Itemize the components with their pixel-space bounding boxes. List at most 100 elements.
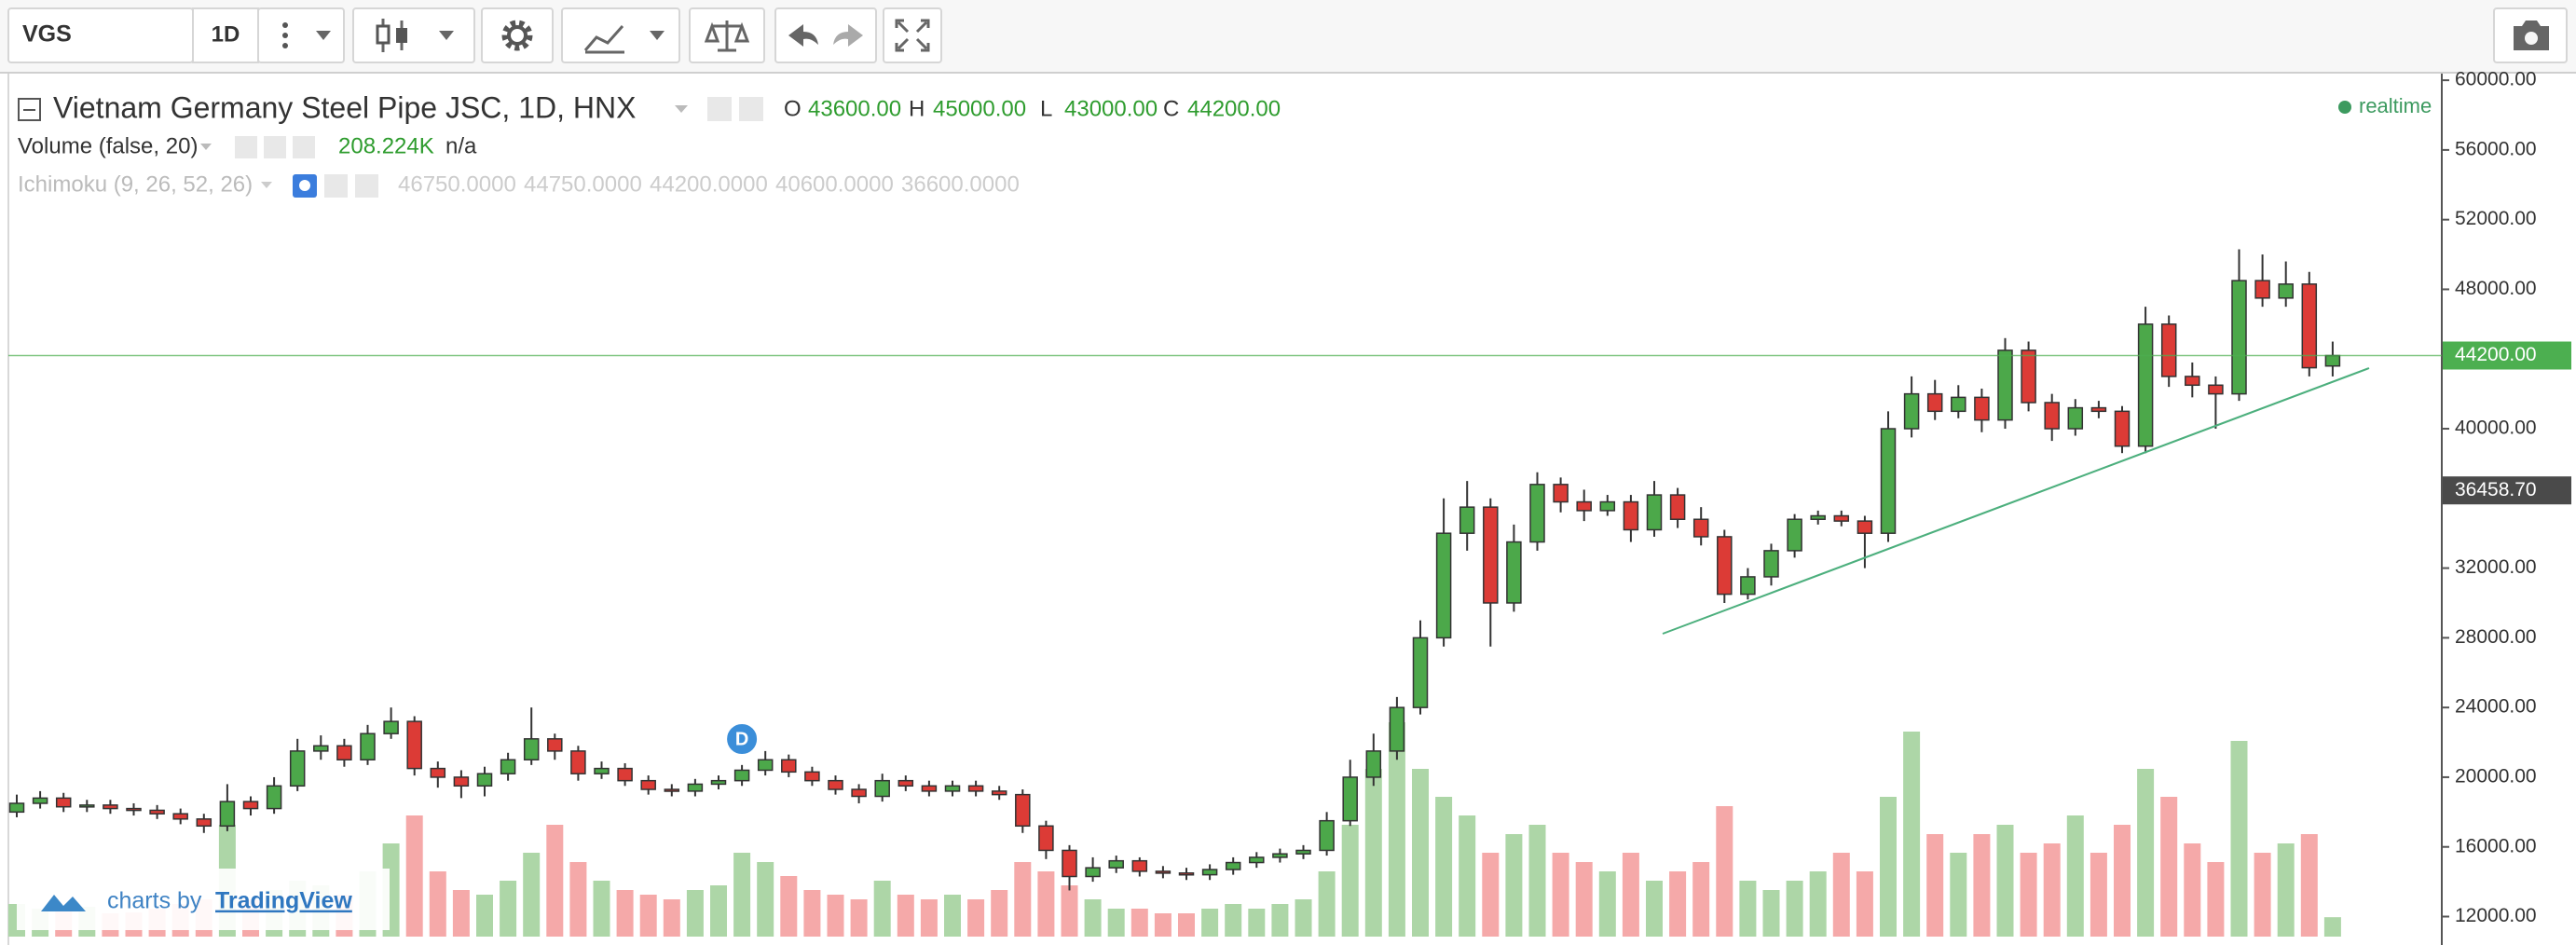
candle-body xyxy=(617,767,633,782)
dropdown-arrow xyxy=(316,31,331,40)
volume-bar xyxy=(827,895,844,937)
volume-bar xyxy=(500,881,517,937)
settings-icon[interactable] xyxy=(324,174,348,198)
candle-body xyxy=(2114,410,2131,447)
candle-body xyxy=(500,759,516,774)
volume-bar xyxy=(546,825,564,937)
fullscreen-button[interactable] xyxy=(883,7,942,63)
ichimoku-value: 36600.0000 xyxy=(901,171,1020,197)
camera-icon xyxy=(2525,32,2538,45)
candle-body xyxy=(1623,500,1639,531)
volume-bar xyxy=(1107,909,1125,937)
ohlc-value: 45000.00 xyxy=(933,96,1026,121)
volume-bar xyxy=(2090,853,2107,937)
volume-bar xyxy=(1950,853,1967,937)
candle-body xyxy=(2067,406,2084,430)
settings-icon[interactable] xyxy=(264,136,286,158)
ohlc-legend: O 43600.00 H 45000.00 L 43000.00 C 44200.00 xyxy=(784,96,1281,121)
chart-style-button[interactable] xyxy=(352,7,475,63)
remove-icon[interactable] xyxy=(293,136,315,158)
indicators-button[interactable] xyxy=(561,7,680,63)
candle-body xyxy=(196,818,212,828)
collapse-box[interactable] xyxy=(18,98,41,121)
redo-icon[interactable] xyxy=(833,24,863,47)
candle-body xyxy=(1389,706,1405,752)
candle-body xyxy=(1974,396,1990,421)
volume-bar xyxy=(429,871,446,937)
candle-body xyxy=(1669,494,1686,520)
volume-value: 208.224K xyxy=(338,133,434,158)
watermark-brand[interactable]: TradingView xyxy=(215,888,352,914)
candle-body xyxy=(219,801,236,828)
candle-body xyxy=(1483,506,1499,604)
candle-body xyxy=(897,779,914,788)
volume-bar xyxy=(1271,904,1289,937)
undo-icon[interactable] xyxy=(788,24,818,47)
undo-redo[interactable] xyxy=(774,7,877,63)
volume-extra: n/a xyxy=(445,133,477,158)
candle-body xyxy=(2278,283,2294,299)
candle-body xyxy=(2044,402,2060,430)
volume-bar xyxy=(1341,825,1359,937)
volume-bar xyxy=(873,881,891,937)
candle-body xyxy=(874,779,890,798)
candle-body xyxy=(1763,550,1779,578)
candle-body xyxy=(1249,856,1265,864)
gear-icon xyxy=(507,25,528,46)
volume-bar xyxy=(1364,769,1382,937)
y-tick-label: 28000.00 xyxy=(2455,626,2537,648)
volume-bar xyxy=(1248,909,1266,937)
candle-body xyxy=(2185,376,2200,387)
volume-bar xyxy=(1225,904,1242,937)
ohlc-value: 43600.00 xyxy=(808,96,901,121)
candle-body xyxy=(1880,428,1897,534)
ichimoku-values: 46750.0000 44750.0000 44200.0000 40600.0000… xyxy=(398,171,1020,197)
candle-body xyxy=(55,797,72,808)
volume-bar xyxy=(1926,834,1944,937)
candle-body xyxy=(1599,500,1616,512)
candle-body xyxy=(2137,323,2154,447)
status: realtime xyxy=(2359,94,2432,117)
candle-body xyxy=(313,745,329,752)
symbol[interactable]: VGS xyxy=(22,21,72,48)
interval-menu[interactable] xyxy=(257,7,345,63)
volume-bar xyxy=(1622,853,1639,937)
interval-button[interactable] xyxy=(192,7,259,63)
candle-body xyxy=(32,797,48,804)
y-tick-label: 52000.00 xyxy=(2455,208,2537,229)
candle-body xyxy=(1201,869,1218,876)
volume-bar xyxy=(1575,862,1593,937)
candle-body xyxy=(1459,506,1475,534)
candle-body xyxy=(570,750,586,774)
volume-bar xyxy=(733,853,751,937)
visibility-icon[interactable] xyxy=(235,136,257,158)
volume-bar xyxy=(991,890,1008,937)
ohlc-key: C xyxy=(1163,96,1179,121)
volume-bar xyxy=(663,899,680,937)
volume-bar xyxy=(1903,732,1921,937)
interval[interactable]: 1D xyxy=(212,21,240,47)
candle-body xyxy=(2208,384,2224,395)
volume-bar xyxy=(1528,825,1546,937)
remove-icon[interactable] xyxy=(355,174,378,198)
settings-button[interactable] xyxy=(481,7,554,63)
settings-icon[interactable] xyxy=(739,97,763,121)
candle-body xyxy=(1038,825,1054,852)
y-tick-label: 60000.00 xyxy=(2455,69,2537,90)
volume-bar xyxy=(1388,722,1405,937)
candle-body xyxy=(1903,392,1920,430)
candle-body xyxy=(2254,280,2270,299)
volume-bar xyxy=(780,876,798,937)
event-marker xyxy=(725,722,760,756)
candle-body xyxy=(2160,323,2177,377)
candle-icon xyxy=(396,28,407,43)
candle-body xyxy=(1787,518,1802,552)
volume-bar xyxy=(1598,871,1616,937)
volume-bar xyxy=(1505,834,1523,937)
volume-bar xyxy=(2277,843,2295,937)
visibility-icon[interactable] xyxy=(707,97,732,121)
volume-bar xyxy=(1739,881,1757,937)
candle-body xyxy=(103,804,118,810)
volume-bar xyxy=(2300,834,2318,937)
